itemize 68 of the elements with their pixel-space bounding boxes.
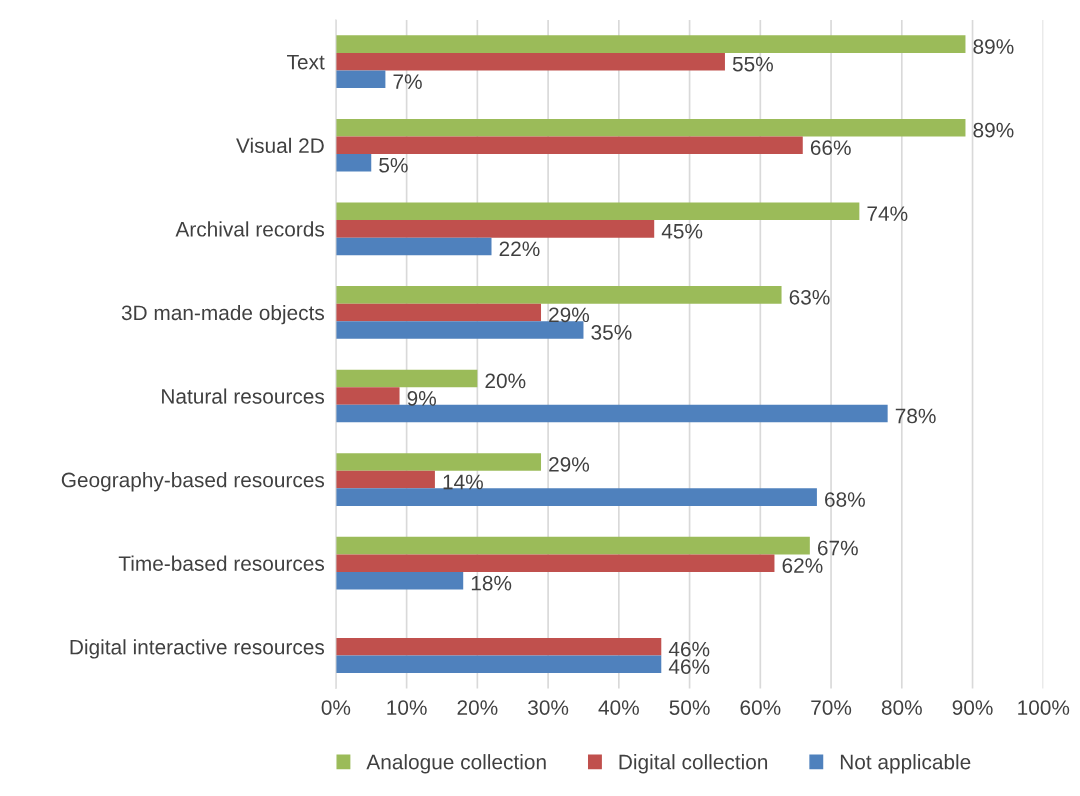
- data-label: 63%: [789, 289, 830, 305]
- bar: [335, 202, 860, 221]
- y-tick-label: Text: [287, 54, 325, 70]
- x-tick-label: 40%: [598, 700, 639, 715]
- bar: [335, 52, 725, 71]
- y-tick-label: Time-based resources: [118, 555, 325, 571]
- data-label: 29%: [549, 307, 590, 323]
- data-label: 18%: [471, 575, 512, 591]
- y-tick-label: Natural resources: [162, 388, 325, 404]
- legend-label: Analogue collection: [366, 754, 546, 774]
- data-label: 46%: [668, 659, 710, 675]
- bar: [335, 35, 966, 53]
- bar: [335, 536, 810, 555]
- x-tick-label: 30%: [528, 700, 569, 715]
- x-tick-label: 90%: [952, 700, 993, 715]
- bar: [335, 136, 803, 155]
- x-tick-label: 20%: [457, 700, 498, 715]
- data-label: 22%: [499, 241, 540, 257]
- data-label: 89%: [973, 122, 1014, 138]
- data-label: 62%: [782, 558, 823, 573]
- data-label: 89%: [973, 39, 1014, 54]
- data-label: 29%: [549, 457, 590, 472]
- y-tick-label: Archival records: [175, 221, 325, 237]
- x-tick-label: 10%: [387, 700, 427, 715]
- bar: [335, 321, 584, 339]
- bar: [335, 369, 478, 388]
- data-label: 67%: [817, 540, 858, 556]
- bar: [335, 554, 775, 572]
- legend-label: Digital collection: [619, 754, 768, 774]
- x-tick-label: 70%: [811, 700, 852, 715]
- x-tick-label: 0%: [321, 700, 351, 715]
- data-label: 20%: [485, 373, 526, 389]
- bar: [335, 470, 435, 489]
- bar: [335, 655, 662, 674]
- data-label: 74%: [867, 206, 908, 221]
- bar: [335, 404, 888, 423]
- bar: [335, 637, 662, 656]
- x-tick-label: 50%: [669, 700, 710, 715]
- data-label: 14%: [443, 474, 483, 490]
- data-label: 55%: [732, 56, 773, 72]
- bar: [335, 303, 542, 322]
- bar: [335, 237, 492, 256]
- y-tick-label: 3D man-made objects: [121, 304, 325, 325]
- bar: [335, 220, 655, 238]
- y-tick-label: Visual 2D: [236, 137, 324, 154]
- data-label: 68%: [825, 492, 865, 507]
- bar: [335, 70, 386, 89]
- data-label: 46%: [668, 641, 710, 657]
- data-label: 9%: [407, 391, 436, 406]
- bar: [335, 387, 400, 405]
- bar: [335, 154, 372, 172]
- x-tick-label: 80%: [881, 700, 922, 715]
- bar: [335, 286, 782, 304]
- data-label: 45%: [661, 223, 703, 239]
- data-label: 66%: [810, 140, 851, 156]
- bar: [335, 488, 817, 506]
- data-label: 7%: [393, 74, 422, 89]
- data-label: 35%: [591, 325, 632, 340]
- bar: [335, 453, 542, 471]
- y-tick-label: Digital interactive resources: [70, 639, 325, 659]
- bar: [335, 118, 966, 137]
- bar: [335, 571, 464, 590]
- legend-label: Not applicable: [840, 754, 971, 774]
- x-tick-label: 100%: [1018, 700, 1070, 715]
- y-tick-label: Geography-based resources: [61, 472, 325, 492]
- data-label: 5%: [379, 157, 408, 173]
- data-label: 78%: [895, 408, 936, 424]
- x-tick-label: 60%: [740, 700, 781, 715]
